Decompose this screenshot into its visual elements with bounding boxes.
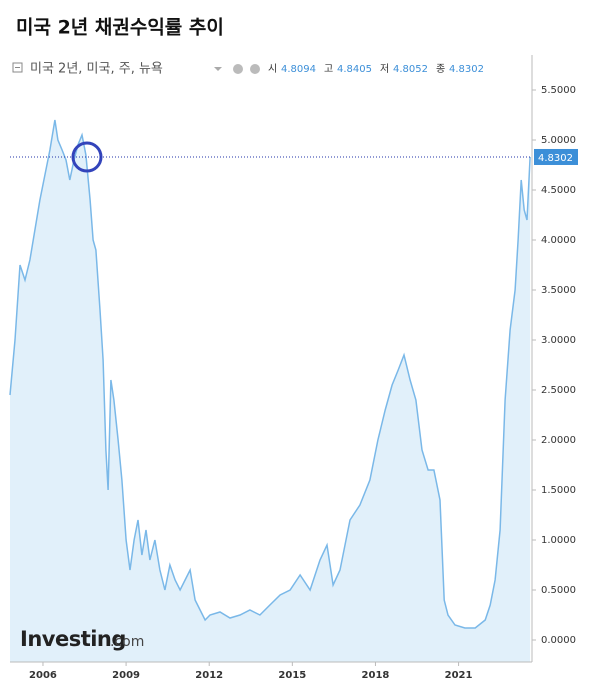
- ohlc-key: 종: [436, 63, 445, 75]
- ohlc-value: 4.8302: [449, 64, 484, 75]
- watermark: Investing: [20, 627, 126, 651]
- y-tick-label: 3.0000: [541, 335, 576, 346]
- y-tick-label: 2.0000: [541, 435, 576, 446]
- y-tick-label: 5.5000: [541, 85, 576, 96]
- x-tick-label: 2012: [195, 670, 223, 681]
- y-tick-label: 0.0000: [541, 635, 576, 646]
- y-tick-label: 1.5000: [541, 485, 576, 496]
- dropdown-arrow[interactable]: [214, 67, 222, 71]
- ohlc-value: 4.8405: [337, 64, 372, 75]
- y-tick-label: 3.5000: [541, 285, 576, 296]
- plot-area: [9, 119, 531, 662]
- x-tick-label: 2015: [278, 670, 306, 681]
- y-tick-label: 5.0000: [541, 135, 576, 146]
- y-tick-label: 4.5000: [541, 185, 576, 196]
- y-tick-label: 4.0000: [541, 235, 576, 246]
- watermark-suffix: .com: [110, 634, 144, 650]
- x-tick-label: 2009: [112, 670, 140, 681]
- ohlc-key: 저: [380, 63, 389, 75]
- last-value-label: 4.8302: [538, 153, 573, 164]
- ohlc-value: 4.8094: [281, 64, 316, 75]
- series-name: 미국 2년, 미국, 주, 뉴욕: [30, 62, 163, 77]
- y-tick-label: 2.5000: [541, 385, 576, 396]
- y-tick-label: 1.0000: [541, 535, 576, 546]
- settings-icon[interactable]: [250, 64, 260, 74]
- chart-title: 미국 2년 채권수익률 추이: [16, 17, 224, 39]
- x-tick-label: 2006: [29, 670, 57, 681]
- collapse-icon[interactable]: [12, 62, 23, 73]
- ohlc-value: 4.8052: [393, 64, 428, 75]
- series-line: [9, 119, 531, 629]
- eye-icon[interactable]: [233, 64, 243, 74]
- ohlc-key: 시: [268, 63, 277, 75]
- x-tick-label: 2021: [445, 670, 473, 681]
- last-value-box: [534, 148, 578, 165]
- ohlc-key: 고: [324, 64, 333, 75]
- x-tick-label: 2018: [362, 670, 390, 681]
- area-fill: [10, 120, 531, 662]
- y-tick-label: 0.5000: [541, 585, 576, 596]
